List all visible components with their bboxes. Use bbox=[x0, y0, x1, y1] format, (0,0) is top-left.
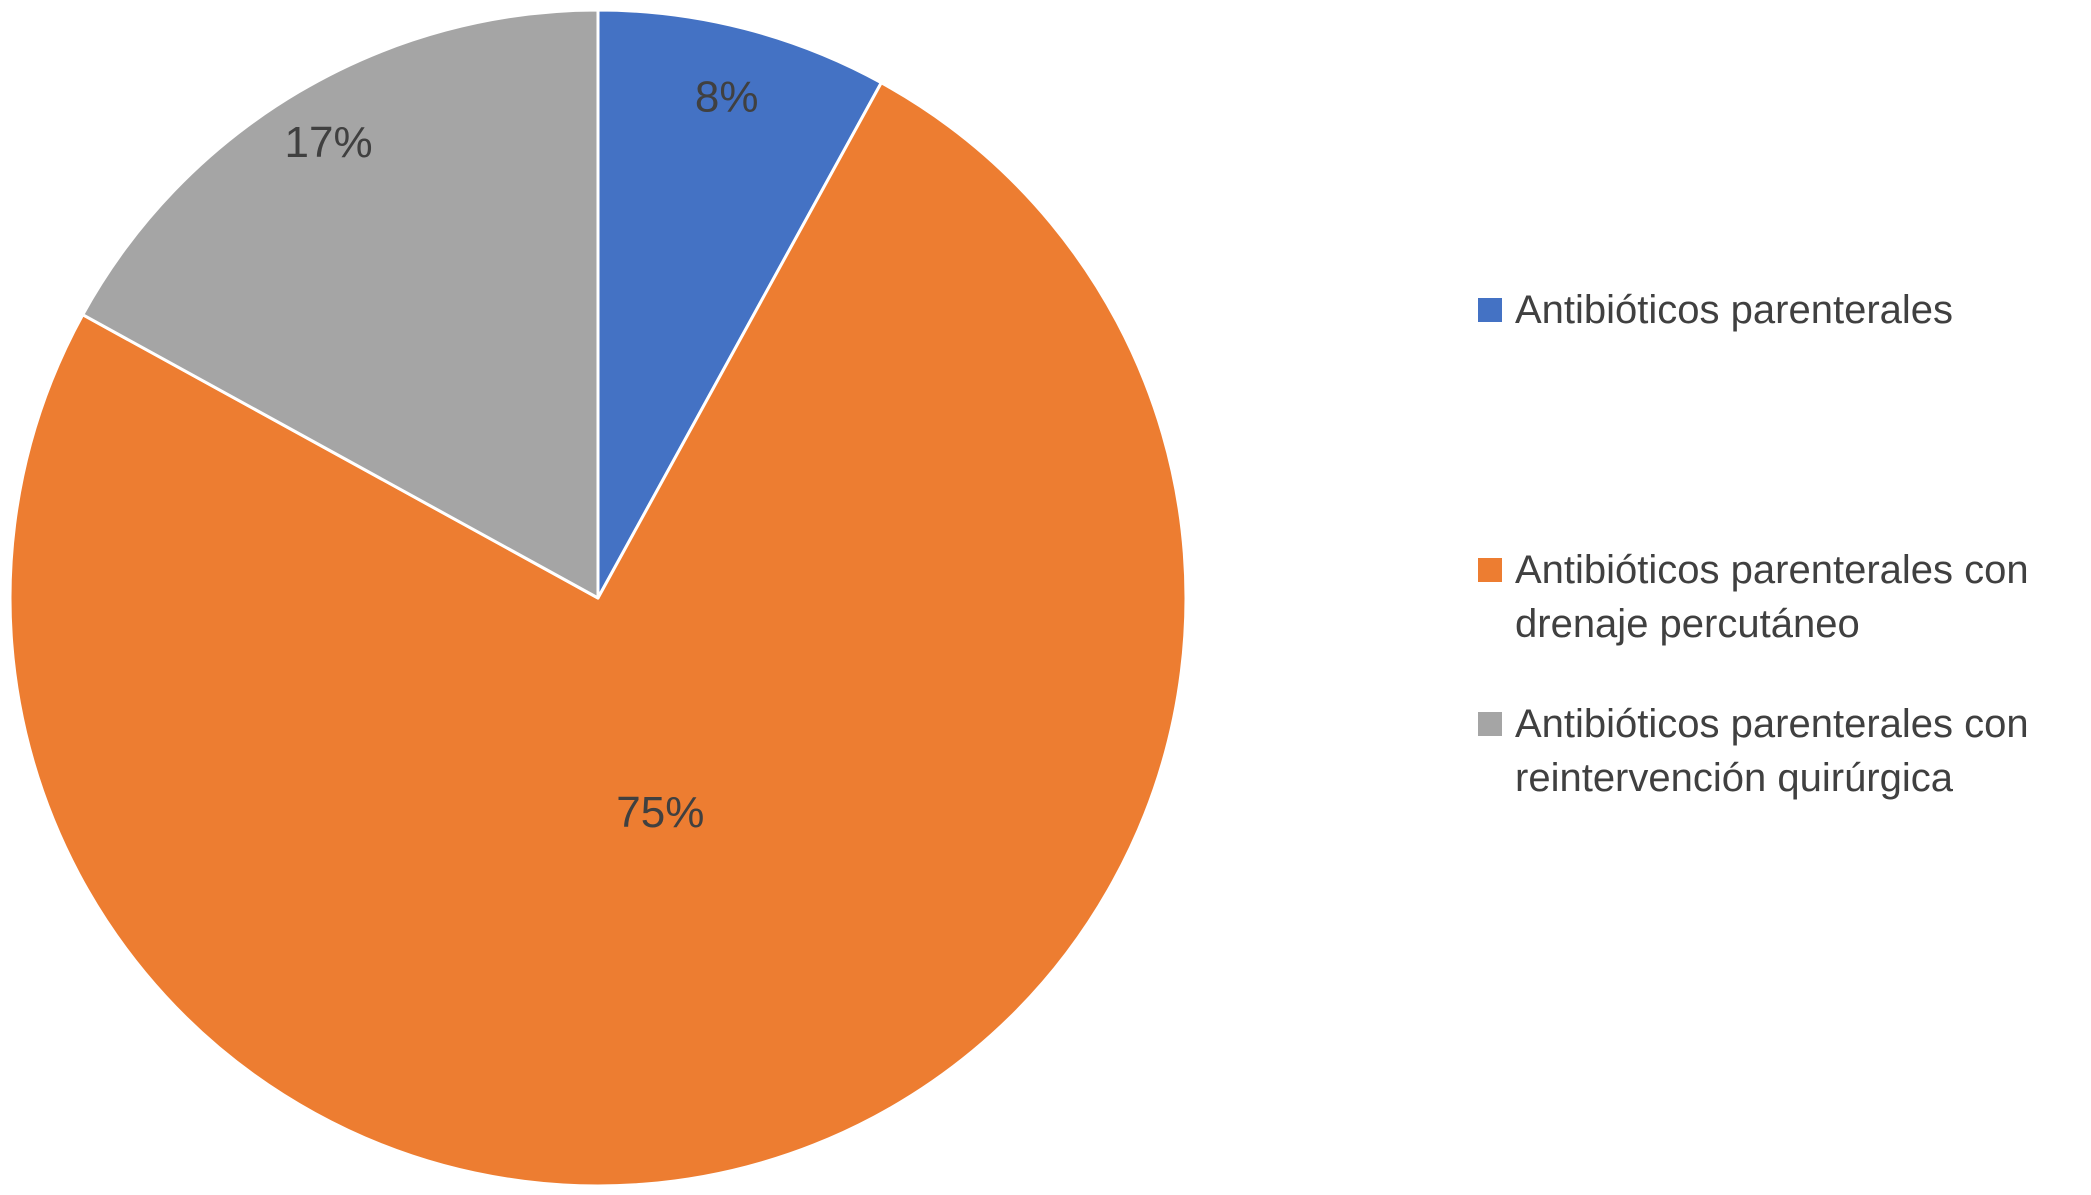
legend-item: Antibióticos parenterales con drenaje pe… bbox=[1478, 543, 2078, 651]
pie-slice bbox=[596, 8, 883, 600]
pie-slice bbox=[81, 8, 600, 600]
legend-swatch-blue bbox=[1478, 298, 1502, 322]
pie-chart: 8% 75% 17% bbox=[8, 8, 1188, 1188]
slice-percent-label: 75% bbox=[616, 788, 704, 837]
pie-slice bbox=[8, 81, 1188, 1188]
legend-item: Antibióticos parenterales bbox=[1478, 283, 2078, 337]
legend-label: Antibióticos parenterales con drenaje pe… bbox=[1515, 548, 2029, 646]
legend-swatch-gray bbox=[1478, 712, 1502, 736]
legend: Antibióticos parenterales Antibióticos p… bbox=[1478, 283, 2078, 805]
legend-swatch-orange bbox=[1478, 558, 1502, 582]
slice-percent-label: 17% bbox=[285, 118, 373, 167]
legend-label: Antibióticos parenterales con reinterven… bbox=[1515, 702, 2029, 800]
legend-label: Antibióticos parenterales bbox=[1515, 288, 1954, 332]
legend-item: Antibióticos parenterales con reinterven… bbox=[1478, 697, 2078, 805]
slice-percent-label: 8% bbox=[695, 72, 759, 121]
